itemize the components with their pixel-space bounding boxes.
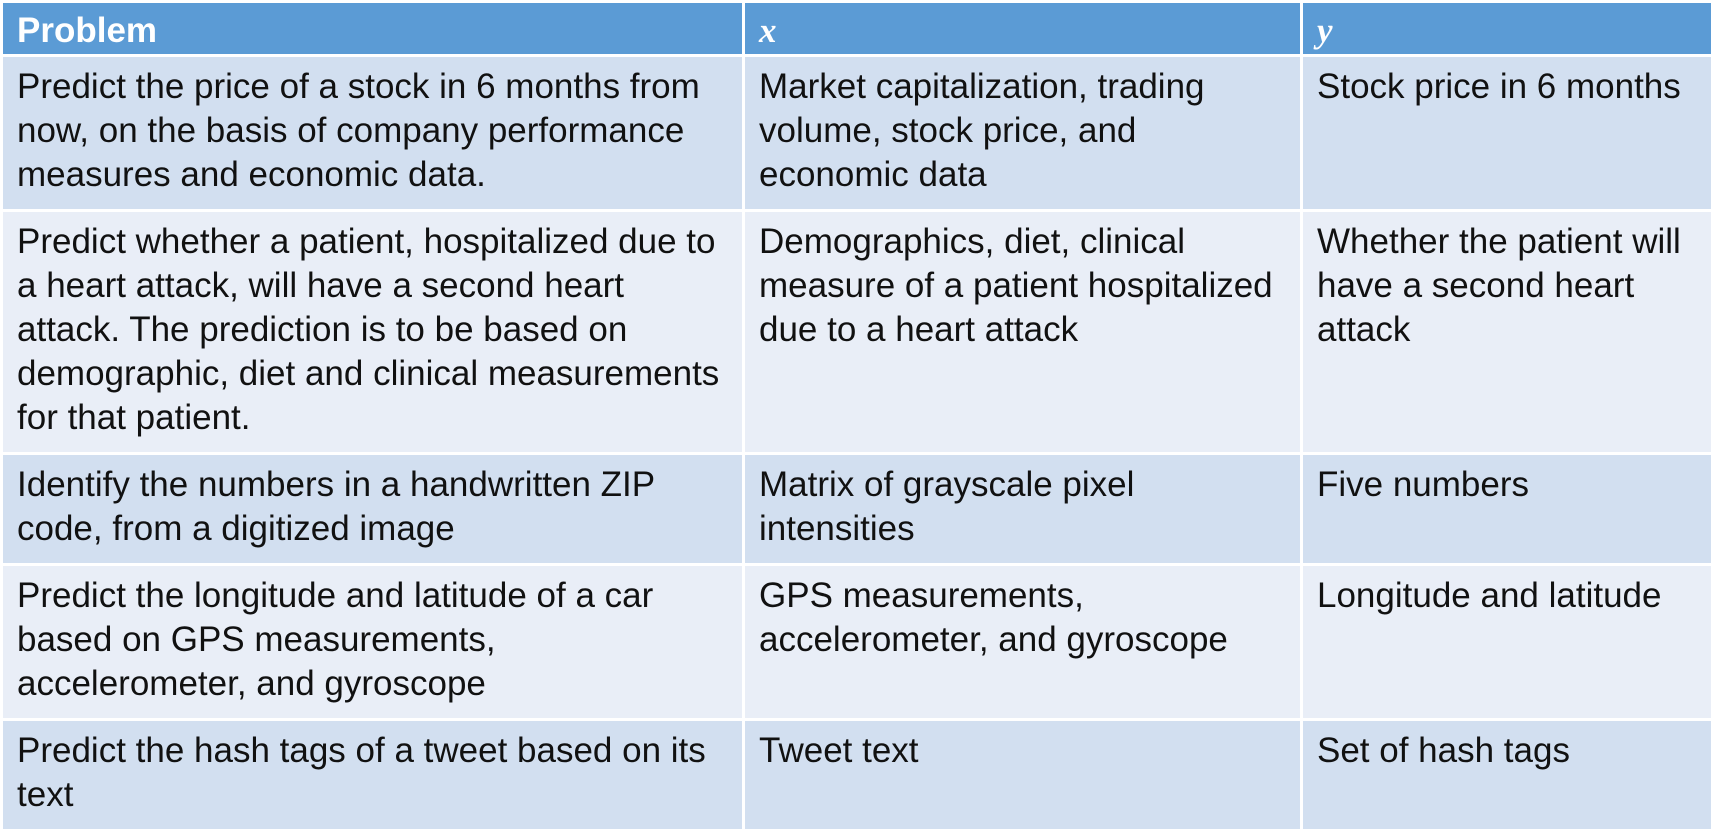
cell-problem: Predict the hash tags of a tweet based o…	[2, 720, 744, 831]
cell-x: Tweet text	[744, 720, 1302, 831]
cell-x: GPS measurements, accelerometer, and gyr…	[744, 565, 1302, 720]
header-y: y	[1302, 2, 1711, 56]
cell-y: Set of hash tags	[1302, 720, 1711, 831]
cell-y: Stock price in 6 months	[1302, 56, 1711, 211]
cell-x: Market capitalization, trading volume, s…	[744, 56, 1302, 211]
table-row: Predict the price of a stock in 6 months…	[2, 56, 1711, 211]
table-body: Predict the price of a stock in 6 months…	[2, 56, 1711, 831]
table-row: Predict the longitude and latitude of a …	[2, 565, 1711, 720]
header-problem: Problem	[2, 2, 744, 56]
cell-x: Demographics, diet, clinical measure of …	[744, 211, 1302, 454]
cell-problem: Predict the price of a stock in 6 months…	[2, 56, 744, 211]
header-x: x	[744, 2, 1302, 56]
table-header: Problem x y	[2, 2, 1711, 56]
cell-x: Matrix of grayscale pixel intensities	[744, 454, 1302, 565]
table-row: Predict the hash tags of a tweet based o…	[2, 720, 1711, 831]
header-row: Problem x y	[2, 2, 1711, 56]
cell-problem: Predict the longitude and latitude of a …	[2, 565, 744, 720]
cell-y: Longitude and latitude	[1302, 565, 1711, 720]
problem-table-container: Problem x y Predict the price of a stock…	[0, 0, 1711, 812]
cell-y: Whether the patient will have a second h…	[1302, 211, 1711, 454]
cell-y: Five numbers	[1302, 454, 1711, 565]
cell-problem: Predict whether a patient, hospitalized …	[2, 211, 744, 454]
table-row: Identify the numbers in a handwritten ZI…	[2, 454, 1711, 565]
cell-problem: Identify the numbers in a handwritten ZI…	[2, 454, 744, 565]
table-row: Predict whether a patient, hospitalized …	[2, 211, 1711, 454]
